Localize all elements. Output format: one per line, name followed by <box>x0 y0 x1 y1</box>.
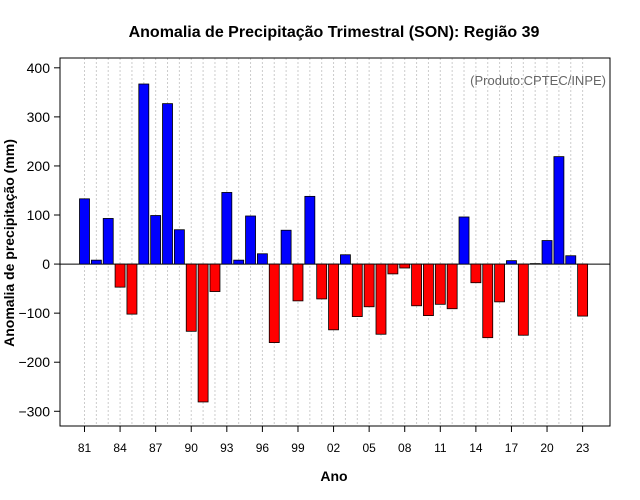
y-tick-label: −300 <box>18 403 50 419</box>
plot-area-frame <box>59 57 611 427</box>
x-tick-label: 20 <box>540 441 554 455</box>
y-tick-label: 300 <box>27 109 51 125</box>
bar-2000 <box>304 195 316 265</box>
bar-2002 <box>328 263 339 331</box>
bar-2020 <box>541 240 553 265</box>
bar-1985 <box>126 263 138 315</box>
x-tick-label: 11 <box>434 441 447 455</box>
bar-1986 <box>138 83 150 265</box>
x-tick-label: 87 <box>149 441 163 455</box>
bar-1998 <box>280 229 292 265</box>
bar-2007 <box>387 263 399 275</box>
bar-2018 <box>517 263 529 336</box>
x-tick-label: 81 <box>78 441 92 455</box>
x-tick-label: 05 <box>362 441 376 455</box>
bar-2006 <box>375 263 387 335</box>
x-axis: 81 84 87 90 93 96 99 02 05 08 11 14 17 20 23 <box>78 426 590 455</box>
y-axis: −300 −200 −100 0 100 200 300 400 <box>18 60 60 419</box>
bar-1991 <box>197 263 209 403</box>
bar-1990 <box>185 263 197 332</box>
bar-2015 <box>482 263 494 339</box>
x-tick-label: 93 <box>220 441 234 455</box>
bar-2009 <box>411 263 422 307</box>
bar-1981 <box>79 198 90 265</box>
bar-1989 <box>173 229 185 265</box>
bar-2008 <box>399 263 411 269</box>
bar-2012 <box>446 263 458 310</box>
bar-2014 <box>470 263 482 284</box>
y-tick-label: −200 <box>18 354 50 370</box>
y-tick-label: −100 <box>18 305 50 321</box>
x-tick-label: 17 <box>505 441 519 455</box>
bar-1987 <box>150 215 162 265</box>
bar-2001 <box>316 263 328 300</box>
y-tick-label: 100 <box>27 207 51 223</box>
bar-2017 <box>506 260 517 265</box>
bar-2010 <box>423 263 434 316</box>
bar-1983 <box>102 218 114 265</box>
bar-1988 <box>162 103 173 265</box>
x-tick-label: 23 <box>576 441 590 455</box>
x-tick-label: 08 <box>398 441 412 455</box>
x-tick-label: 90 <box>185 441 199 455</box>
bar-1982 <box>90 259 102 265</box>
bar-1999 <box>292 263 304 302</box>
bar-1992 <box>209 263 221 292</box>
bar-2011 <box>434 263 446 305</box>
bar-1997 <box>268 263 280 343</box>
x-tick-label: 96 <box>256 441 270 455</box>
x-axis-label: Ano <box>320 468 347 484</box>
bar-1996 <box>256 253 268 265</box>
x-tick-label: 14 <box>469 441 483 455</box>
bar-2005 <box>363 263 375 308</box>
bar-2003 <box>340 254 351 265</box>
bar-2021 <box>553 156 565 265</box>
bar-1993 <box>221 192 233 265</box>
y-tick-label: 200 <box>27 158 51 174</box>
bar-2022 <box>565 255 577 265</box>
y-tick-label: 400 <box>27 60 51 76</box>
bar-1984 <box>114 263 126 288</box>
bar-2013 <box>458 216 470 265</box>
bar-1995 <box>245 215 256 265</box>
y-tick-label: 0 <box>42 256 50 272</box>
bar-2016 <box>494 263 506 303</box>
bars <box>79 83 589 403</box>
credit-label: (Produto:CPTEC/INPE) <box>470 73 606 88</box>
bar-1994 <box>233 259 245 265</box>
bar-2019 <box>529 263 541 265</box>
x-tick-label: 99 <box>291 441 305 455</box>
bar-2023 <box>577 263 589 317</box>
chart-title: Anomalia de Precipitação Trimestral (SON… <box>129 24 540 41</box>
y-axis-label: Anomalia de precipitação (mm) <box>1 139 17 347</box>
x-tick-label: 84 <box>113 441 127 455</box>
bar-2004 <box>351 263 363 317</box>
x-tick-label: 02 <box>327 441 341 455</box>
